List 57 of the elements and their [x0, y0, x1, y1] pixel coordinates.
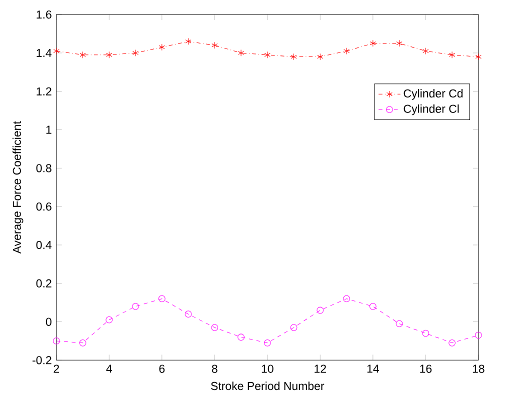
- x-tick-label: 14: [367, 364, 379, 373]
- point: [212, 42, 218, 49]
- y-tick-label: 1: [46, 126, 52, 134]
- x-tick-label: 10: [262, 364, 274, 374]
- y-tick-label: 0.2: [36, 279, 52, 288]
- point: [474, 332, 482, 339]
- y-tick-label: 0.4: [36, 241, 52, 250]
- x-axis-title: Stroke Period Number: [211, 382, 324, 390]
- point: [238, 334, 244, 341]
- point: [106, 316, 113, 324]
- legend-label: Cylinder Cd: [404, 89, 463, 100]
- point: [185, 38, 192, 46]
- point: [370, 40, 376, 47]
- point: [52, 338, 60, 345]
- point: [132, 50, 139, 57]
- point: [238, 50, 244, 57]
- y-tick-label: 1.6: [36, 10, 52, 19]
- x-tick-label: 16: [420, 364, 432, 374]
- point: [448, 340, 456, 347]
- x-tick-label: 12: [314, 364, 326, 373]
- y-tick-label: 0: [46, 318, 52, 326]
- point: [396, 320, 403, 328]
- y-tick-label: 0.8: [36, 164, 52, 172]
- point: [158, 295, 166, 302]
- point: [449, 52, 456, 58]
- y-tick-label: 1.4: [36, 49, 52, 58]
- point: [79, 340, 86, 347]
- point: [290, 324, 298, 332]
- x-tick-label: 2: [54, 364, 60, 373]
- point: [158, 44, 165, 51]
- point: [53, 48, 60, 55]
- point: [344, 48, 350, 55]
- point: [211, 324, 218, 332]
- point: [422, 48, 429, 55]
- y-tick-label: 0.6: [36, 202, 52, 211]
- point: [132, 303, 139, 310]
- point: [184, 310, 192, 318]
- y-axis-title: Average Force Coefficient: [12, 121, 24, 254]
- point: [80, 52, 86, 58]
- x-tick-label: 8: [212, 364, 218, 374]
- point: [316, 306, 324, 314]
- legend-label: Cylinder Cl: [404, 104, 459, 116]
- y-tick-label: -0.2: [32, 356, 52, 364]
- point: [290, 54, 297, 60]
- point: [343, 295, 350, 302]
- x-tick-label: 4: [106, 364, 112, 373]
- point: [264, 52, 270, 58]
- point: [264, 340, 271, 347]
- point: [396, 40, 402, 47]
- point: [369, 303, 376, 310]
- point: [106, 52, 112, 58]
- point: [422, 330, 430, 337]
- x-tick-label: 18: [472, 364, 484, 374]
- x-tick-label: 6: [159, 364, 165, 374]
- point: [475, 54, 482, 60]
- y-tick-label: 1.2: [36, 88, 52, 96]
- point: [317, 54, 324, 60]
